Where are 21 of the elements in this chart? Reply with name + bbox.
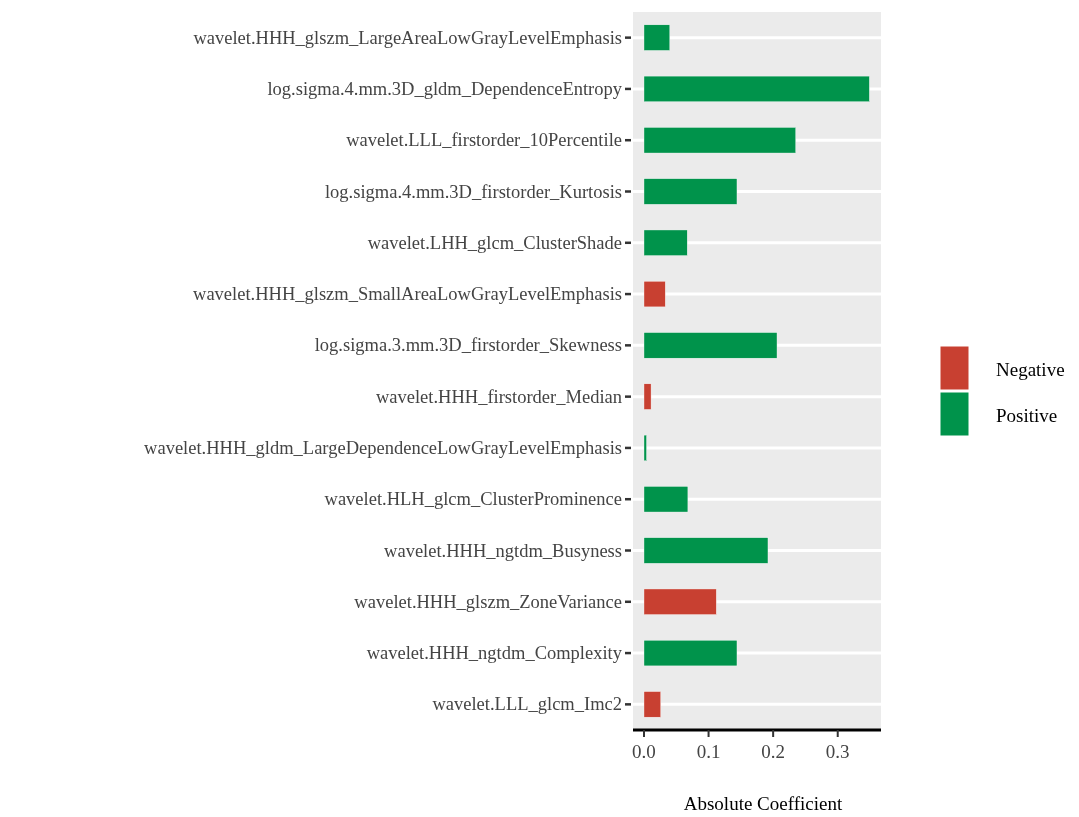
y-tick-label: wavelet.HHH_glszm_ZoneVariance bbox=[354, 591, 622, 612]
y-tick-label: wavelet.HHH_ngtdm_Busyness bbox=[384, 540, 622, 561]
x-tick-label: 0.2 bbox=[761, 741, 786, 762]
y-tick-label: log.sigma.3.mm.3D_firstorder_Skewness bbox=[314, 335, 622, 356]
legend-label: Positive bbox=[996, 404, 1058, 426]
y-tick-label: wavelet.HHH_ngtdm_Complexity bbox=[366, 643, 623, 664]
y-tick-label: wavelet.LHH_glcm_ClusterShade bbox=[367, 232, 622, 253]
x-tick-label: 0.0 bbox=[632, 741, 656, 762]
y-tick-label: wavelet.HHH_glszm_LargeAreaLowGrayLevelEmphasis bbox=[193, 27, 622, 48]
y-tick-label: wavelet.LLL_firstorder_10Percentile bbox=[346, 130, 622, 151]
y-tick-label: log.sigma.4.mm.3D_firstorder_Kurtosis bbox=[324, 181, 622, 202]
y-tick-label: wavelet.HLH_glcm_ClusterProminence bbox=[324, 489, 622, 510]
x-tick-label: 0.3 bbox=[825, 741, 850, 762]
y-tick-label: log.sigma.4.mm.3D_gldm_DependenceEntropy bbox=[267, 78, 623, 99]
legend-label: Negative bbox=[996, 358, 1065, 380]
y-tick-label: wavelet.LLL_glcm_Imc2 bbox=[432, 694, 622, 715]
y-tick-label: wavelet.HHH_glszm_SmallAreaLowGrayLevelEmphasis bbox=[193, 284, 622, 305]
y-tick-label: wavelet.HHH_gldm_LargeDependenceLowGrayLevelEmphasis bbox=[144, 437, 622, 458]
y-tick-label: wavelet.HHH_firstorder_Median bbox=[375, 386, 622, 407]
x-tick-label: 0.1 bbox=[696, 741, 721, 762]
x-axis-title: Absolute Coefficient bbox=[683, 793, 843, 814]
